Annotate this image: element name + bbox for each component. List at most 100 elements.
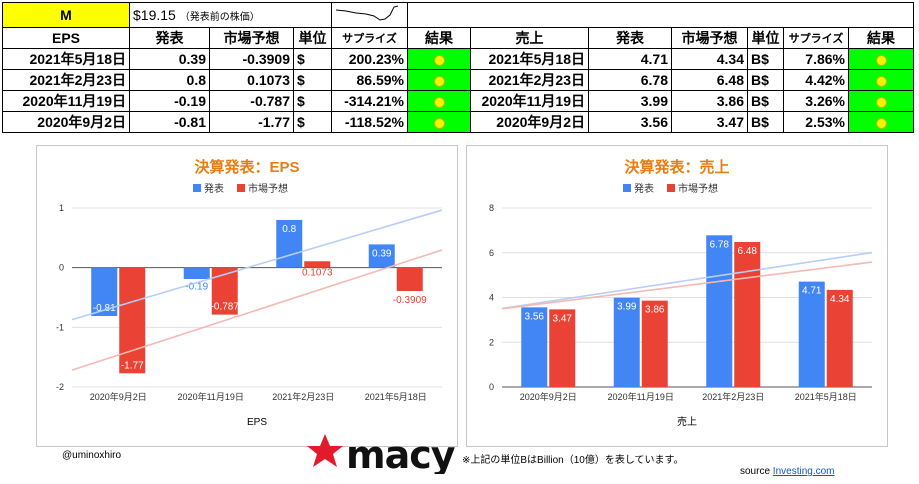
eps-actual: -0.19: [129, 90, 210, 112]
data-label-actual: 3.56: [525, 311, 545, 322]
y-tick-label: 2: [489, 337, 494, 347]
legend-swatch-forecast: [667, 184, 675, 192]
data-label-forecast: -0.3909: [393, 295, 427, 306]
bar-actual: [183, 267, 210, 280]
sales-forecast: 4.34: [671, 48, 748, 70]
eps-actual: -0.81: [129, 111, 210, 133]
sales-surprise-header: サプライズ: [783, 27, 849, 49]
x-tick-label: 2020年11月19日: [178, 391, 244, 402]
data-label-actual: -0.19: [185, 282, 208, 293]
table-row: 2021年5月18日 0.39 -0.3909 $ 200.23% 2021年5…: [2, 48, 914, 70]
sales-date: 2021年5月18日: [470, 48, 589, 70]
x-tick-label: 2021年2月23日: [272, 391, 334, 402]
eps-actual-header: 発表: [129, 27, 210, 49]
eps-surprise: 200.23%: [331, 48, 408, 70]
author-handle: @uminoxhiro: [62, 450, 122, 461]
beat-indicator-icon: [433, 75, 445, 87]
legend-label-forecast: 市場予想: [248, 182, 288, 195]
eps-forecast: -0.787: [209, 90, 294, 112]
bar-actual: [613, 297, 640, 387]
eps-forecast-header: 市場予想: [209, 27, 294, 49]
beat-indicator-icon: [433, 117, 445, 129]
sales-unit: B$: [747, 69, 784, 91]
sales-surprise: 2.53%: [783, 111, 849, 133]
data-label-forecast: -0.787: [211, 302, 240, 313]
price-sparkline: [335, 5, 399, 21]
earnings-table: M $19.15 （発表前の株価） EPS 発表 市場予想 単位 サプライズ 結…: [2, 2, 914, 133]
brand-wordmark: macy's: [346, 433, 456, 474]
x-tick-label: 2021年2月23日: [702, 391, 764, 402]
table-row: 2021年2月23日 0.8 0.1073 $ 86.59% 2021年2月23…: [2, 69, 914, 91]
data-label-actual: -0.81: [93, 303, 116, 314]
sales-result: [848, 48, 914, 70]
sales-unit-header: 単位: [747, 27, 784, 49]
bar-forecast: [211, 267, 238, 315]
eps-surprise: 86.59%: [331, 69, 408, 91]
eps-actual: 0.39: [129, 48, 210, 70]
eps-date: 2020年9月2日: [2, 111, 130, 133]
bar-actual: [706, 235, 733, 387]
trendline-actual: [501, 251, 873, 310]
data-label-forecast: 3.47: [553, 313, 573, 324]
sales-actual: 6.78: [588, 69, 672, 91]
table-row: 2020年9月2日 -0.81 -1.77 $ -118.52% 2020年9月…: [2, 111, 914, 133]
sales-forecast: 3.47: [671, 111, 748, 133]
legend-swatch-actual: [193, 184, 201, 192]
x-tick-label: 2020年9月2日: [520, 391, 577, 402]
data-label-actual: 0.39: [372, 248, 392, 259]
sparkline-cell: [331, 2, 408, 28]
eps-result: [407, 111, 471, 133]
price-note: （発表前の株価）: [179, 12, 260, 23]
sales-forecast: 6.48: [671, 69, 748, 91]
sales-unit: B$: [747, 111, 784, 133]
y-tick-label: 6: [489, 248, 494, 258]
sales-surprise: 7.86%: [783, 48, 849, 70]
beat-indicator-icon: [433, 54, 445, 66]
x-tick-label: 2021年5月18日: [795, 391, 857, 402]
y-tick-label: -2: [56, 382, 64, 392]
sales-date: 2020年11月19日: [470, 90, 589, 112]
sales-date: 2020年9月2日: [470, 111, 589, 133]
macys-logo-graphic: macy's: [307, 433, 488, 477]
data-label-forecast: 6.48: [738, 246, 758, 257]
data-label-actual: 4.71: [802, 286, 822, 297]
y-tick-label: 4: [489, 293, 494, 303]
bar-forecast: [641, 300, 668, 387]
x-tick-label: 2020年11月19日: [608, 391, 674, 402]
y-tick-label: 8: [489, 203, 494, 213]
eps-date: 2020年11月19日: [2, 90, 130, 112]
eps-unit: $: [293, 69, 332, 91]
y-tick-label: 0: [489, 382, 494, 392]
eps-forecast: 0.1073: [209, 69, 294, 91]
sales-actual: 4.71: [588, 48, 672, 70]
source-link[interactable]: Investing.com: [772, 466, 835, 477]
sales-result: [848, 69, 914, 91]
sales-unit: B$: [747, 90, 784, 112]
trendline-actual: [71, 209, 443, 321]
data-label-forecast: 4.34: [830, 294, 850, 305]
beat-indicator-icon: [875, 54, 887, 66]
sales-result: [848, 111, 914, 133]
eps-result: [407, 90, 471, 112]
header-row: EPS 発表 市場予想 単位 サプライズ 結果 売上 発表 市場予想 単位 サプ…: [2, 27, 914, 49]
eps-result-header: 結果: [407, 27, 471, 49]
chart-title: 決算発表：EPS: [194, 158, 299, 176]
ticker-row: M $19.15 （発表前の株価）: [2, 2, 914, 28]
chart-title: 決算発表：売上: [624, 158, 729, 176]
x-axis-title: EPS: [247, 417, 267, 428]
legend-label-forecast: 市場予想: [678, 182, 718, 195]
bar-forecast: [119, 267, 146, 374]
bar-actual: [798, 281, 825, 387]
y-tick-label: -1: [56, 322, 64, 332]
sales-chart-panel: 決算発表：売上 発表 市場予想 8 6 4 2 0 3.56 3.99 6.78 4.71 3.47 3.…: [466, 145, 888, 447]
eps-unit: $: [293, 111, 332, 133]
bar-actual: [521, 307, 548, 387]
bar-forecast: [826, 289, 853, 387]
bar-forecast: [304, 261, 331, 268]
data-label-actual: 0.8: [282, 224, 296, 235]
beat-indicator-icon: [875, 96, 887, 108]
x-tick-label: 2021年5月18日: [365, 391, 427, 402]
macys-logo: macy's: [306, 430, 488, 477]
bar-forecast: [549, 309, 576, 387]
legend-label-actual: 発表: [634, 182, 654, 195]
